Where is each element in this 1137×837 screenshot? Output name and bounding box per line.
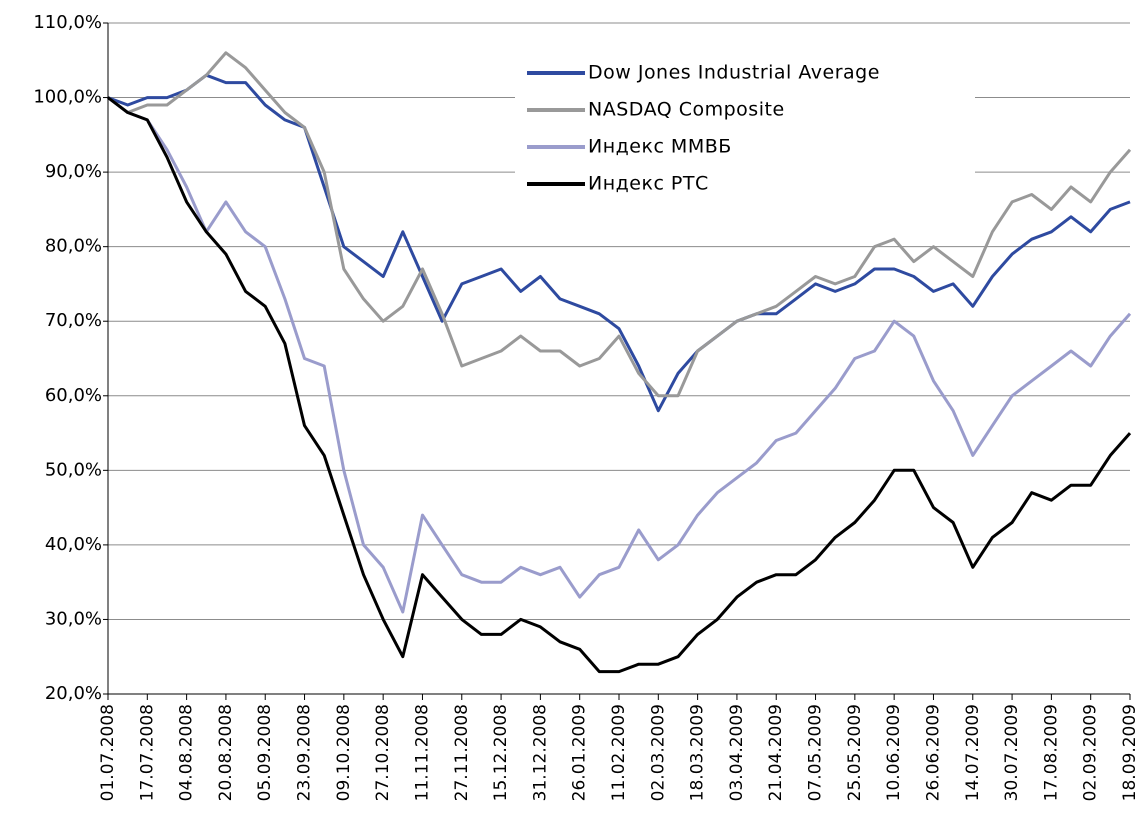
x-tick-label: 09.10.2008 bbox=[334, 704, 354, 801]
x-tick-label: 18.03.2009 bbox=[688, 704, 708, 801]
x-tick-label: 30.07.2009 bbox=[1002, 704, 1022, 801]
x-tick-label: 05.09.2008 bbox=[255, 704, 275, 801]
y-tick-label: 60,0% bbox=[45, 385, 102, 406]
y-tick-label: 30,0% bbox=[45, 608, 102, 629]
x-tick-label: 11.11.2008 bbox=[412, 704, 432, 801]
x-tick-label: 27.10.2008 bbox=[373, 704, 393, 801]
x-tick-label: 15.12.2008 bbox=[491, 704, 511, 801]
x-tick-label: 03.04.2009 bbox=[727, 704, 747, 801]
x-tick-label: 17.08.2009 bbox=[1041, 704, 1061, 801]
legend-label: Индекс РТС bbox=[588, 173, 709, 195]
x-tick-label: 20.08.2008 bbox=[216, 704, 236, 801]
x-tick-label: 11.02.2009 bbox=[609, 704, 629, 801]
y-tick-label: 100,0% bbox=[33, 87, 102, 108]
x-tick-label: 02.03.2009 bbox=[648, 704, 668, 801]
series-line bbox=[107, 51, 1132, 398]
y-tick-label: 70,0% bbox=[45, 310, 102, 331]
axes: 20,0% 30,0% 40,0% 50,0% 60,0% 70,0% 80,0% 90,0%… bbox=[33, 12, 1137, 801]
x-tick-label: 02.09.2009 bbox=[1081, 704, 1101, 801]
y-tick-label: 90,0% bbox=[45, 161, 102, 182]
x-tick-label: 21.04.2009 bbox=[766, 704, 786, 801]
legend: Dow Jones Industrial Average NASDAQ Compo… bbox=[515, 52, 975, 217]
x-tick-label: 17.07.2008 bbox=[137, 704, 157, 801]
series-line bbox=[107, 96, 1132, 674]
x-tick-label: 01.07.2008 bbox=[98, 704, 118, 801]
series-line bbox=[107, 96, 1132, 614]
y-tick-label: 50,0% bbox=[45, 459, 102, 480]
y-tick-label: 110,0% bbox=[33, 12, 102, 33]
x-tick-label: 18.09.2009 bbox=[1120, 704, 1137, 801]
x-tick-label: 10.06.2009 bbox=[884, 704, 904, 801]
x-tick-label: 25.05.2009 bbox=[845, 704, 865, 801]
series-line bbox=[107, 73, 1131, 413]
y-tick-label: 40,0% bbox=[45, 534, 102, 555]
lines bbox=[107, 51, 1132, 674]
x-tick-label: 27.11.2008 bbox=[452, 704, 472, 801]
x-tick-label: 04.08.2008 bbox=[177, 704, 197, 801]
legend-label: NASDAQ Composite bbox=[588, 99, 785, 121]
y-tick-label: 80,0% bbox=[45, 236, 102, 257]
legend-background bbox=[515, 52, 975, 217]
x-tick-label: 26.06.2009 bbox=[923, 704, 943, 801]
legend-label: Dow Jones Industrial Average bbox=[588, 62, 880, 84]
x-tick-label: 26.01.2009 bbox=[570, 704, 590, 801]
x-tick-label: 23.09.2008 bbox=[295, 704, 315, 801]
y-tick-label: 20,0% bbox=[45, 683, 102, 704]
x-tick-label: 31.12.2008 bbox=[530, 704, 550, 801]
x-tick-label: 14.07.2009 bbox=[963, 704, 983, 801]
x-tick-label: 07.05.2009 bbox=[806, 704, 826, 801]
legend-label: Индекс ММВБ bbox=[588, 136, 732, 158]
